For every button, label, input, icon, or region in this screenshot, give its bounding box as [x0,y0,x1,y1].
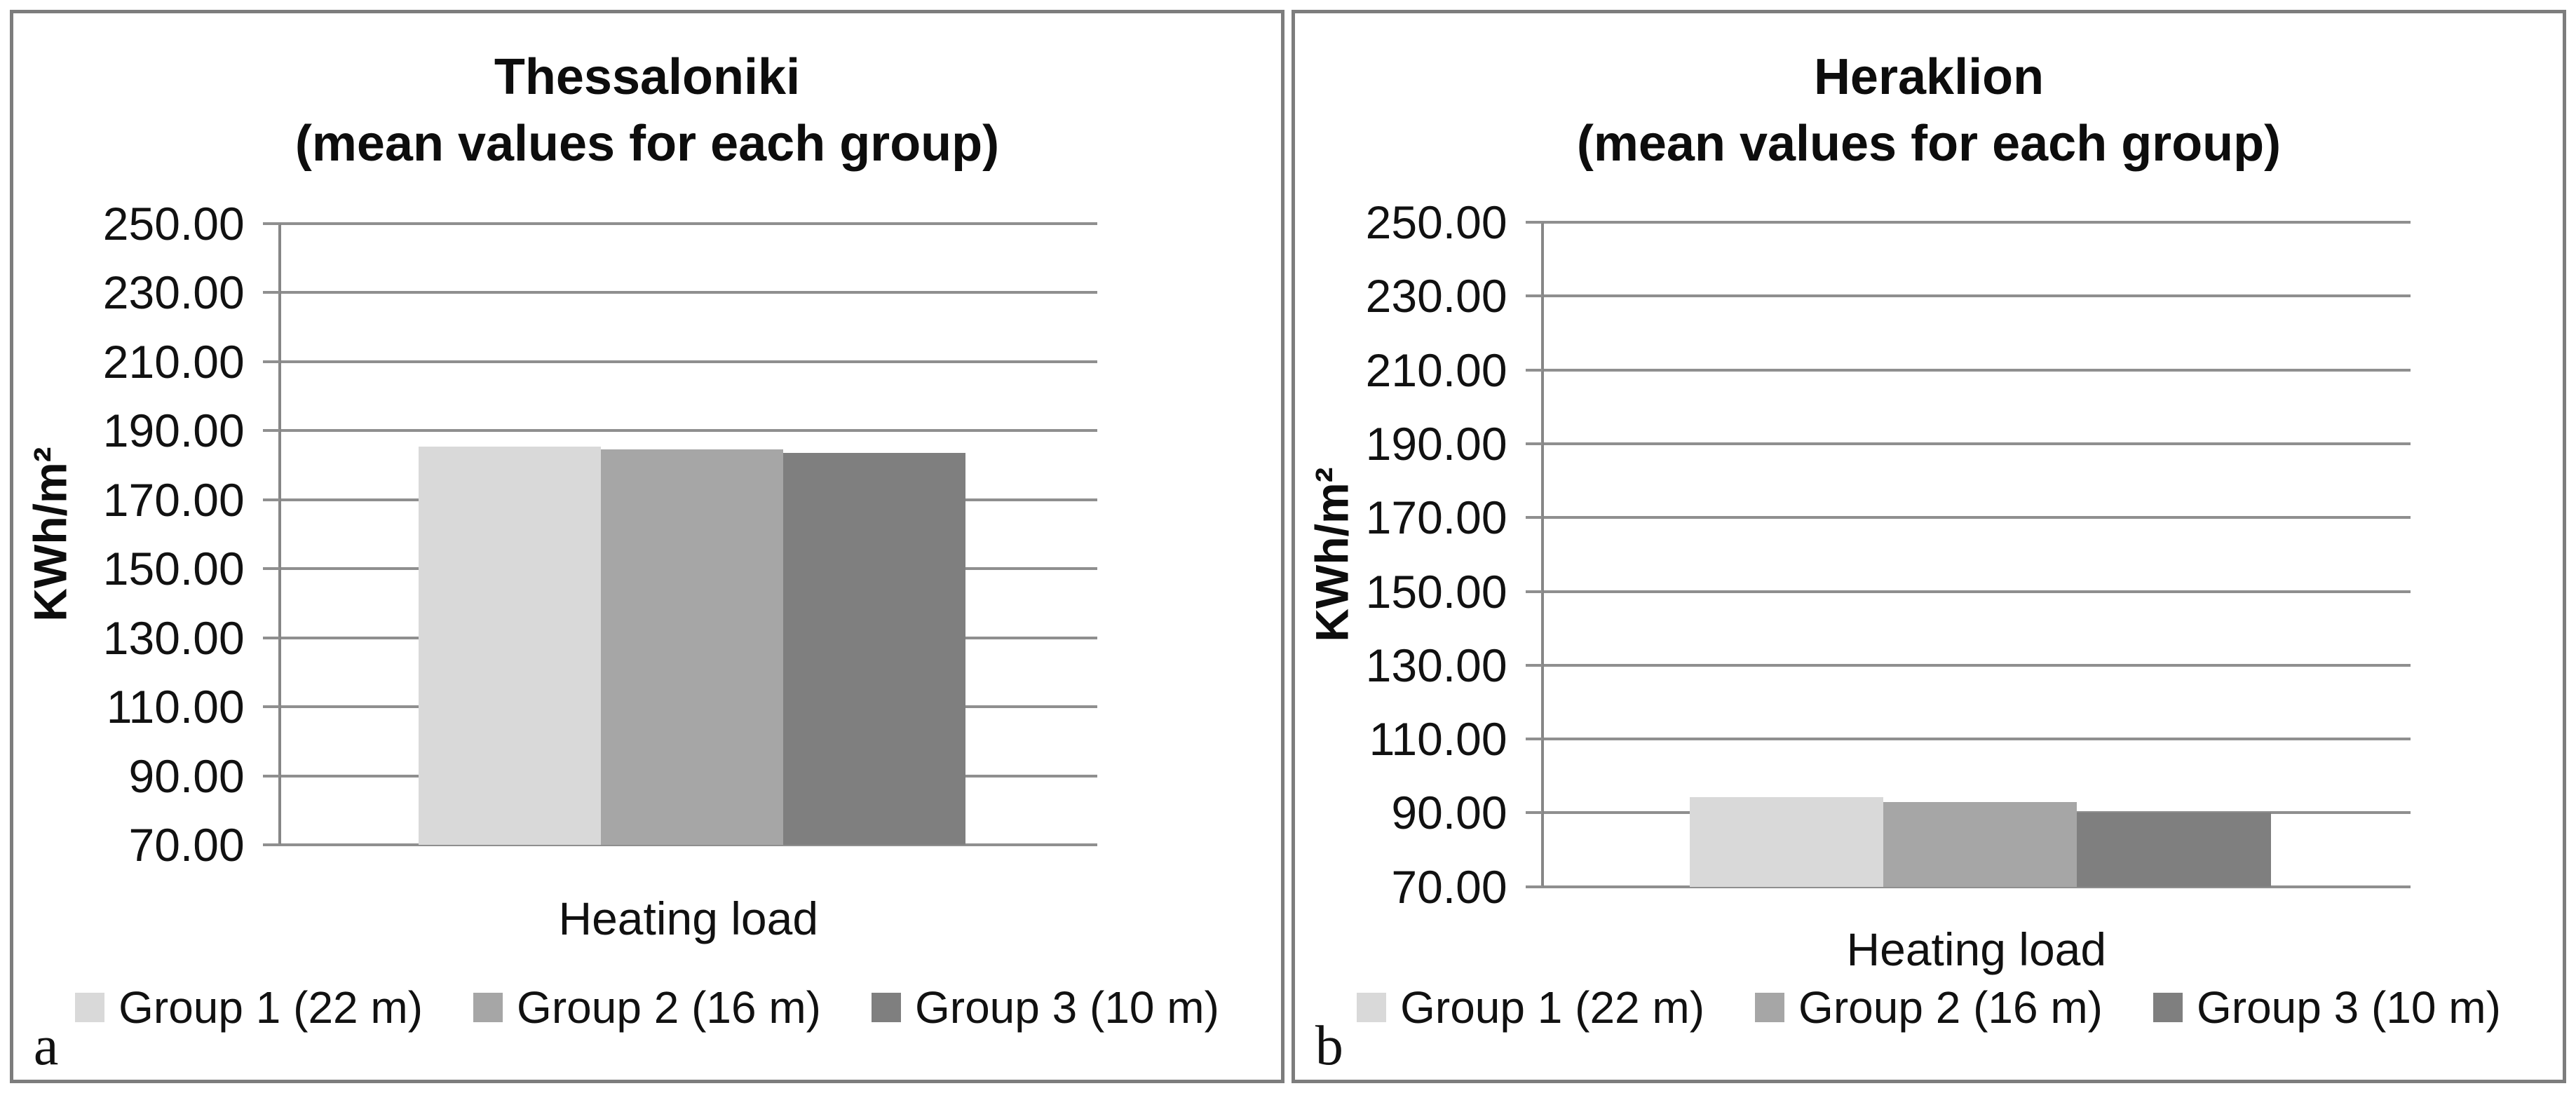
y-axis-line [278,223,281,846]
chart-title: Heraklion (mean values for each group) [1295,44,2563,177]
y-tick-label: 130.00 [1365,639,1507,691]
chart-title: Thessaloniki (mean values for each group… [13,44,1281,177]
tick-mark [262,498,280,501]
legend-label: Group 1 (22 m) [118,982,423,1033]
bar-group-3-10-m- [2077,813,2271,887]
bar-group-1-22-m- [418,446,601,846]
y-tick-label: 70.00 [1391,860,1507,913]
gridline [279,843,1097,847]
y-tick-label: 170.00 [1365,491,1507,544]
gridline [1542,368,2411,372]
legend-item: Group 2 (16 m) [1755,982,2103,1033]
chart-title-line2: (mean values for each group) [1576,116,2282,172]
legend-label: Group 3 (10 m) [914,982,1219,1033]
y-tick-label: 170.00 [102,473,245,526]
legend-swatch [473,992,503,1022]
x-axis-title: Heating load [558,892,819,945]
legend-swatch [1357,992,1387,1022]
gridline [279,360,1097,363]
y-tick-label: 110.00 [1369,713,1507,766]
legend-swatch [75,992,105,1022]
plot-area [1540,221,2411,888]
tick-mark [262,774,280,778]
panel-letter-a: a [33,1015,59,1078]
legend-item: Group 2 (16 m) [473,982,821,1033]
panel-letter-b: b [1315,1015,1343,1078]
y-tick-label: 250.00 [102,197,245,250]
tick-mark [1525,516,1543,520]
y-tick-label: 130.00 [102,611,245,664]
tick-mark [1525,811,1543,815]
gridline [1542,516,2411,520]
gridline [279,222,1097,225]
y-tick-label: 150.00 [102,543,245,595]
tick-mark [262,429,280,433]
y-tick-label: 90.00 [128,749,245,802]
tick-mark [262,705,280,709]
legend-item: Group 3 (10 m) [871,982,1219,1033]
y-axis-line [1540,222,1544,887]
tick-mark [1525,221,1543,224]
legend-item: Group 1 (22 m) [75,982,423,1033]
y-tick-label: 190.00 [102,405,245,457]
legend: Group 1 (22 m) Group 2 (16 m) Group 3 (10 … [1295,982,2563,1033]
gridline [1542,885,2411,888]
bar-group-1-22-m- [1690,796,1884,887]
tick-mark [262,636,280,639]
chart-title-line1: Thessaloniki [494,49,801,106]
gridline [1542,221,2411,224]
legend-label: Group 2 (16 m) [517,982,821,1033]
tick-mark [262,843,280,847]
y-tick-label: 210.00 [1365,344,1507,396]
legend-label: Group 1 (22 m) [1400,982,1705,1033]
legend-item: Group 1 (22 m) [1357,982,1704,1033]
tick-mark [1525,590,1543,593]
gridline [1542,590,2411,593]
legend-label: Group 2 (16 m) [1798,982,2103,1033]
tick-mark [1525,294,1543,298]
y-tick-label: 90.00 [1391,787,1507,839]
legend: Group 1 (22 m) Group 2 (16 m) Group 3 (10 … [13,982,1281,1033]
legend-item: Group 3 (10 m) [2153,982,2501,1033]
legend-swatch [871,992,901,1022]
tick-mark [262,222,280,225]
gridline [1542,663,2411,667]
y-tick-label: 250.00 [1365,196,1507,249]
y-tick-label: 190.00 [1365,417,1507,470]
y-tick-label: 230.00 [1365,270,1507,323]
tick-mark [1525,663,1543,667]
tick-mark [262,360,280,363]
y-tick-label: 210.00 [102,335,245,388]
y-tick-label: 70.00 [128,819,245,871]
tick-mark [262,291,280,294]
bar-group-2-16-m- [1883,802,2077,887]
tick-mark [1525,368,1543,372]
bar-group-2-16-m- [600,449,784,846]
tick-mark [1525,885,1543,888]
gridline [279,429,1097,433]
tick-mark [1525,442,1543,445]
tick-mark [1525,738,1543,741]
legend-label: Group 3 (10 m) [2196,982,2501,1033]
gridline [1542,294,2411,298]
plot-area [278,222,1097,847]
x-axis-title: Heating load [1846,923,2107,976]
legend-swatch [1755,992,1785,1022]
y-tick-label: 110.00 [106,681,245,733]
legend-swatch [2153,992,2183,1022]
chart-panel-thessaloniki: Thessaloniki (mean values for each group… [10,10,1284,1083]
chart-panel-heraklion: Heraklion (mean values for each group) K… [1292,10,2566,1083]
bar-group-3-10-m- [783,452,966,846]
y-tick-label: 230.00 [102,266,245,319]
tick-mark [262,567,280,571]
gridline [1542,738,2411,741]
gridline [1542,442,2411,445]
y-tick-label: 150.00 [1365,565,1507,618]
gridline [279,291,1097,294]
chart-title-line1: Heraklion [1813,49,2045,106]
chart-title-line2: (mean values for each group) [294,116,1000,172]
